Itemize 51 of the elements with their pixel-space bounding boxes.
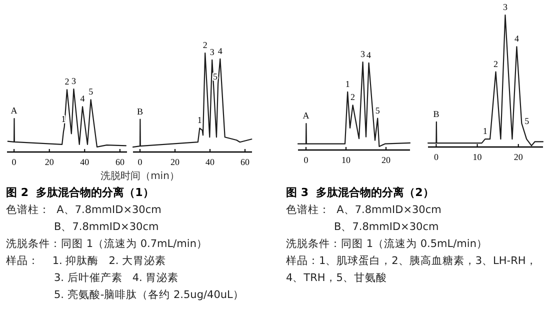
annotation: A [10, 106, 18, 116]
text: 色谱柱： A、7.8mmID×30cm [6, 203, 162, 216]
text: 洗脱条件：同图 1（流速为 0.7mL/min） [6, 237, 208, 250]
x-tick-label: 40 [80, 157, 90, 167]
annotation: 1 [197, 115, 202, 126]
annotation: B [136, 106, 144, 116]
annotation: 4 [514, 34, 520, 44]
annotation: 5 [524, 116, 530, 126]
text: 洗脱条件：同图 1（流速为 0.5mL/min） [286, 237, 488, 250]
text: B、7.8mmID×30cm [54, 221, 159, 233]
annotation: 2 [202, 40, 208, 50]
annotation: 4 [366, 50, 372, 60]
annotation: 1 [345, 78, 350, 89]
annotation: 5 [213, 72, 218, 82]
x-tick-label: 0 [304, 155, 309, 165]
x-tick-label: 0 [138, 157, 143, 167]
annotation: A [302, 110, 310, 121]
annotation: 1 [482, 126, 488, 136]
text: 样品：1、肌球蛋白，2、胰高血糖素，3、LH-RH， [286, 254, 537, 267]
x-tick-label: 20 [44, 157, 54, 167]
x-axis-title: 洗脱时间（min） [100, 170, 180, 182]
text: 4、TRH，5、甘氨酸 [286, 271, 387, 284]
annotation: 2 [64, 76, 70, 87]
x-tick-label: 0 [434, 152, 439, 162]
text: 图 2 多肽混合物的分离（1） [6, 186, 154, 199]
annotation: 5 [375, 105, 380, 116]
annotation: 3 [360, 49, 366, 59]
annotation: 2 [350, 92, 356, 102]
text: 5. 亮氨酸-脑啡肽（各约 2.5ug/40uL） [54, 288, 244, 301]
x-tick-label: 20 [170, 157, 180, 167]
text: 3. 后叶催产素 4. 胃泌素 [54, 271, 179, 284]
annotation: 3 [210, 46, 215, 57]
annotation: 3 [502, 2, 508, 12]
text: 样品： 1. 抑肽酶 2. 大胃泌素 [6, 254, 166, 267]
x-tick-label: 10 [472, 152, 482, 162]
annotation: 3 [71, 76, 76, 86]
x-tick-label: 20 [514, 152, 524, 162]
text: 色谱柱： A、7.8mmID×30cm [286, 203, 442, 216]
x-tick-label: 20 [382, 155, 391, 165]
annotation: 5 [88, 86, 94, 97]
text: 图 3 多肽混合物的分离（2） [286, 186, 434, 199]
annotation: B [433, 108, 440, 119]
annotation: 4 [80, 94, 86, 104]
x-tick-label: 10 [342, 155, 351, 165]
x-tick-label: 60 [240, 157, 250, 167]
x-tick-label: 40 [206, 157, 215, 167]
text: B、7.8mmID×30cm [334, 221, 439, 233]
annotation: 4 [218, 46, 223, 56]
x-tick-label: 60 [115, 157, 125, 167]
annotation: 2 [494, 58, 498, 69]
x-tick-label: 0 [12, 157, 17, 167]
